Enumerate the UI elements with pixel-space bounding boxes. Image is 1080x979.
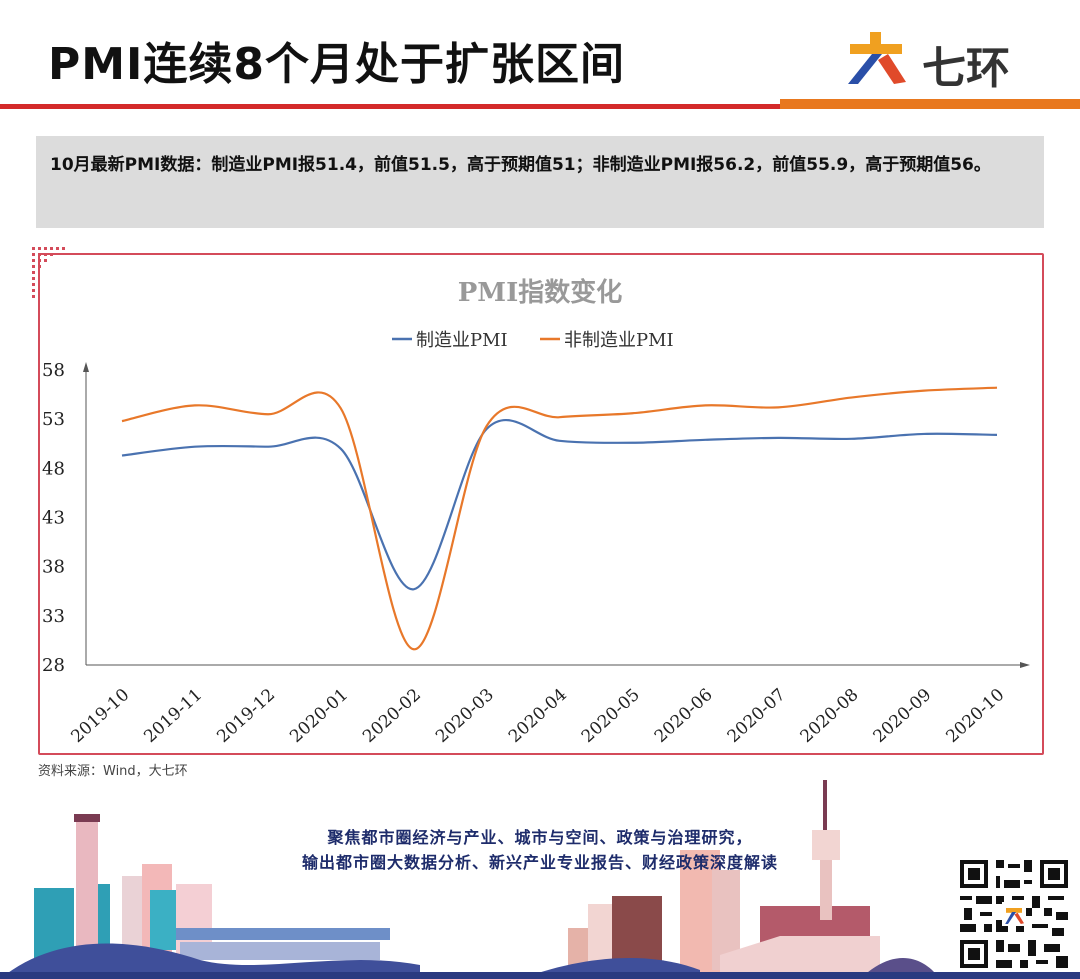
y-tick-label: 48 <box>42 458 65 479</box>
x-tick-label: 2020-04 <box>505 685 571 747</box>
source-note: 资料来源：Wind，大七环 <box>38 764 188 779</box>
summary-box: 10月最新PMI数据：制造业PMI报51.4，前值51.5，高于预期值51；非制… <box>36 136 1044 228</box>
x-tick-label: 2020-06 <box>651 685 717 747</box>
city-skyline-illustration <box>0 780 1080 979</box>
logo-mark-icon <box>848 32 906 84</box>
y-tick-label: 58 <box>42 360 65 381</box>
logo-text: 七环 <box>922 43 1010 94</box>
y-axis-arrow <box>83 362 89 372</box>
x-tick-label: 2020-02 <box>359 685 425 747</box>
header-rule-red <box>0 104 780 109</box>
footer <box>0 780 1080 979</box>
x-tick-label: 2020-07 <box>724 685 790 747</box>
legend-label: 非制造业PMI <box>564 330 674 351</box>
slogan-line-1: 聚焦都市圈经济与产业、城市与空间、政策与治理研究， <box>327 828 753 847</box>
y-tick-label: 53 <box>42 409 65 430</box>
x-tick-label: 2020-03 <box>432 685 498 747</box>
series-line <box>121 386 998 651</box>
slogan-line-2: 输出都市圈大数据分析、新兴产业专业报告、财经政策深度解读 <box>301 853 778 872</box>
x-tick-label: 2019-12 <box>213 685 279 747</box>
y-tick-label: 43 <box>42 508 65 529</box>
header: PMI连续8个月处于扩张区间 七环 <box>0 0 1080 112</box>
page-title: PMI连续8个月处于扩张区间 <box>48 39 626 90</box>
x-tick-label: 2020-09 <box>870 685 936 747</box>
corner-decoration-icon <box>32 247 65 298</box>
x-tick-label: 2019-11 <box>140 685 206 747</box>
y-tick-label: 28 <box>42 655 65 676</box>
x-tick-label: 2020-08 <box>797 685 863 747</box>
x-tick-label: 2019-10 <box>67 685 133 747</box>
x-axis-arrow <box>1020 662 1030 668</box>
chart-title: PMI指数变化 <box>458 277 623 308</box>
y-tick-label: 38 <box>42 557 65 578</box>
qr-code-icon <box>956 856 1072 972</box>
x-tick-label: 2020-01 <box>286 685 352 747</box>
x-tick-label: 2020-05 <box>578 685 644 747</box>
y-tick-label: 33 <box>42 606 65 627</box>
legend-label: 制造业PMI <box>416 330 508 351</box>
x-tick-label: 2020-10 <box>942 685 1008 747</box>
header-rule-orange <box>780 99 1080 109</box>
series-line <box>121 418 998 591</box>
chart-frame <box>38 253 1044 755</box>
summary-text: 10月最新PMI数据：制造业PMI报51.4，前值51.5，高于预期值51；非制… <box>50 155 991 175</box>
